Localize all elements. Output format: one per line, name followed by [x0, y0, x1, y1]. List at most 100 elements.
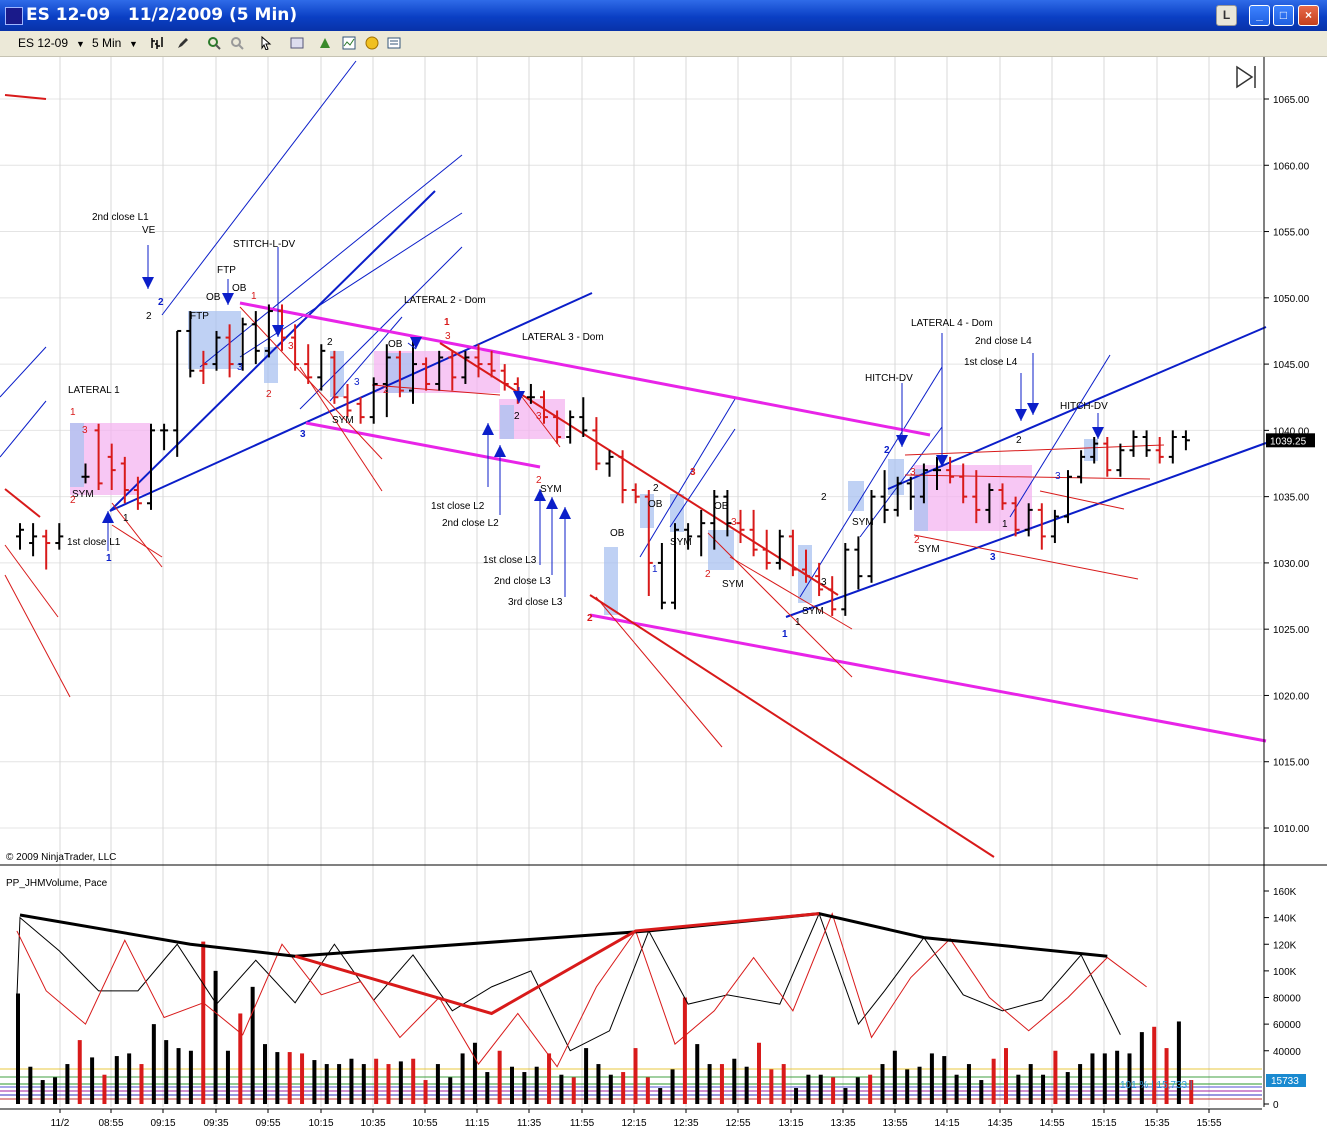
volume-bar[interactable] [225, 1050, 230, 1104]
volume-bar[interactable] [966, 1064, 971, 1104]
minimize-button[interactable]: _ [1249, 5, 1270, 26]
volume-bar[interactable] [238, 1013, 243, 1104]
volume-bar[interactable] [16, 993, 20, 1104]
volume-bar[interactable] [794, 1088, 799, 1104]
volume-bar[interactable] [127, 1053, 132, 1104]
volume-bar[interactable] [1127, 1053, 1132, 1104]
volume-bar[interactable] [1189, 1080, 1194, 1104]
close-button[interactable]: × [1298, 5, 1319, 26]
volume-bar[interactable] [472, 1042, 477, 1104]
volume-bar[interactable] [1053, 1050, 1058, 1104]
volume-bar[interactable] [954, 1074, 959, 1104]
volume-bar[interactable] [719, 1064, 724, 1104]
volume-bar[interactable] [547, 1053, 552, 1104]
volume-bar[interactable] [645, 1077, 650, 1104]
volume-bar[interactable] [386, 1064, 391, 1104]
volume-bar[interactable] [843, 1088, 848, 1104]
volume-bar[interactable] [571, 1077, 576, 1104]
volume-bar[interactable] [1078, 1064, 1083, 1104]
volume-bar[interactable] [1028, 1064, 1033, 1104]
volume-bar[interactable] [1004, 1048, 1008, 1104]
bar-style-icon[interactable] [150, 36, 164, 50]
volume-bar[interactable] [1041, 1074, 1046, 1104]
volume-bar[interactable] [176, 1048, 181, 1104]
volume-bar[interactable] [497, 1050, 502, 1104]
volume-bar[interactable] [139, 1064, 144, 1104]
chart-area[interactable]: 2nd close L1 VE STITCH-L-DV FTP OB FTP OB LATER… [0, 57, 1327, 1138]
volume-bar[interactable] [1115, 1050, 1120, 1104]
volume-bar[interactable] [534, 1066, 539, 1104]
price-chart-svg[interactable]: 2nd close L1 VE STITCH-L-DV FTP OB FTP OB LATER… [0, 57, 1327, 1138]
volume-bar[interactable] [855, 1077, 860, 1104]
volume-bar[interactable] [164, 1040, 169, 1104]
volume-bar[interactable] [349, 1058, 354, 1104]
cursor-icon[interactable] [260, 35, 274, 51]
volume-bar[interactable] [263, 1044, 267, 1104]
indicator-icon[interactable] [342, 36, 356, 50]
volume-bar[interactable] [1152, 1026, 1157, 1104]
volume-bar[interactable] [53, 1077, 58, 1104]
volume-bar[interactable] [559, 1074, 564, 1104]
volume-bar[interactable] [929, 1053, 934, 1104]
volume-bar[interactable] [435, 1064, 440, 1104]
volume-bar[interactable] [312, 1060, 317, 1104]
volume-bar[interactable] [114, 1056, 119, 1104]
volume-bar[interactable] [608, 1074, 613, 1104]
volume-bar[interactable] [806, 1074, 811, 1104]
volume-bar[interactable] [991, 1058, 996, 1104]
volume-bar[interactable] [337, 1064, 342, 1104]
volume-bar[interactable] [361, 1064, 366, 1104]
volume-bar[interactable] [188, 1050, 193, 1104]
volume-bar[interactable] [892, 1050, 897, 1104]
volume-bar[interactable] [868, 1074, 873, 1104]
volume-bar[interactable] [707, 1064, 712, 1104]
volume-bar[interactable] [1176, 1021, 1181, 1104]
volume-bar[interactable] [979, 1080, 984, 1104]
volume-bar[interactable] [90, 1057, 95, 1104]
volume-bar[interactable] [1102, 1053, 1107, 1104]
volume-bar[interactable] [448, 1077, 453, 1104]
volume-bar[interactable] [1090, 1053, 1095, 1104]
volume-bar[interactable] [584, 1048, 589, 1104]
volume-bar[interactable] [670, 1069, 675, 1104]
pencil-icon[interactable] [176, 36, 190, 50]
chevron-down-icon[interactable]: ▼ [129, 39, 138, 49]
volume-bar[interactable] [460, 1053, 465, 1104]
volume-bar[interactable] [151, 1024, 156, 1104]
volume-bar[interactable] [917, 1066, 922, 1104]
volume-bar[interactable] [658, 1088, 663, 1104]
zoom-in-icon[interactable] [207, 36, 221, 50]
volume-bar[interactable] [423, 1080, 428, 1104]
interval-selector[interactable]: 5 Min [92, 36, 122, 50]
strategy-icon[interactable] [318, 36, 332, 50]
instrument-selector[interactable]: ES 12-09 [18, 36, 69, 50]
volume-bar[interactable] [28, 1066, 33, 1104]
volume-bar[interactable] [374, 1058, 379, 1104]
volume-bar[interactable] [905, 1069, 910, 1104]
market-analyzer-icon[interactable] [365, 36, 379, 50]
volume-bar[interactable] [1016, 1074, 1021, 1104]
volume-bar[interactable] [1164, 1048, 1169, 1104]
volume-bar[interactable] [818, 1074, 823, 1104]
volume-bar[interactable] [596, 1064, 601, 1104]
chevron-down-icon[interactable]: ▼ [76, 39, 85, 49]
volume-bar[interactable] [510, 1066, 514, 1104]
volume-bar[interactable] [201, 941, 206, 1104]
volume-bar[interactable] [781, 1064, 786, 1104]
link-button[interactable]: L [1216, 5, 1237, 26]
volume-bar[interactable] [1065, 1072, 1070, 1104]
volume-bar[interactable] [213, 970, 218, 1104]
volume-bar[interactable] [102, 1074, 107, 1104]
volume-bar[interactable] [744, 1066, 749, 1104]
maximize-button[interactable]: □ [1273, 5, 1294, 26]
zoom-out-icon[interactable] [230, 36, 244, 50]
volume-bar[interactable] [77, 1040, 82, 1104]
volume-bar[interactable] [40, 1080, 45, 1104]
data-box-icon[interactable] [387, 36, 401, 50]
volume-bar[interactable] [411, 1058, 416, 1104]
volume-bar[interactable] [682, 997, 687, 1105]
volume-bar[interactable] [732, 1058, 737, 1104]
volume-bar[interactable] [880, 1064, 885, 1104]
volume-bar[interactable] [250, 986, 255, 1104]
volume-bar[interactable] [275, 1052, 280, 1104]
